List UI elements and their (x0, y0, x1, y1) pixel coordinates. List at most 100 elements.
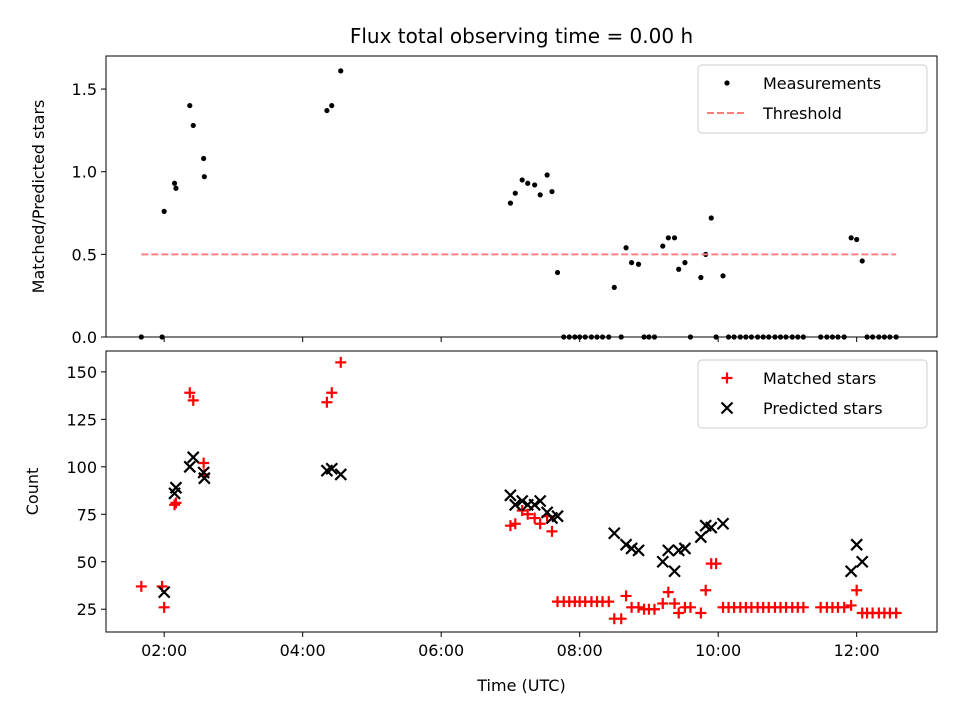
predicted-point (186, 451, 200, 464)
matched-point (509, 518, 521, 530)
predicted-point (656, 555, 670, 569)
measurement-point (760, 334, 766, 340)
matched-point (797, 601, 809, 613)
y-tick-label: 25 (77, 600, 97, 619)
matched-point (546, 525, 558, 537)
matched-point (657, 598, 669, 610)
predicted-point (198, 471, 211, 485)
matched-point (615, 613, 627, 625)
measurement-point (646, 334, 652, 340)
measurement-point (554, 269, 561, 276)
measurement-point (561, 334, 567, 340)
matched-point (135, 580, 147, 592)
measurement-point (532, 182, 538, 188)
matched-point (184, 387, 196, 399)
matched-point (534, 518, 546, 530)
measurement-point (651, 334, 658, 340)
matched-point (695, 607, 707, 619)
x-tick-label: 08:00 (557, 641, 603, 660)
y-tick-label: 1.5 (72, 80, 97, 99)
predicted-point (619, 538, 633, 551)
matched-point (673, 607, 685, 619)
measurement-point (800, 334, 806, 340)
predicted-point (716, 517, 730, 531)
matched-point (158, 601, 170, 613)
matched-point (321, 396, 333, 408)
measurement-point (698, 274, 704, 281)
y-tick-label: 0.0 (72, 328, 97, 347)
predicted-point (608, 526, 621, 540)
measurement-point (519, 177, 525, 183)
predicted-point (632, 544, 645, 557)
measurement-point (772, 334, 778, 340)
measurement-point (606, 334, 612, 340)
matched-point (838, 601, 850, 613)
matched-point (890, 607, 902, 619)
measurement-point (876, 334, 882, 340)
measurement-point (725, 334, 732, 340)
measurement-point (611, 284, 617, 291)
bottom-axes: 25 50 75 100 125 150 02:00 04:00 06:00 08:00 10:00… (66, 350, 938, 660)
measurement-point (594, 334, 600, 340)
y-tick-label: 0.5 (72, 245, 97, 264)
chart-title: Flux total observing time = 0.00 h (350, 24, 693, 48)
predicted-point (183, 460, 197, 474)
matched-point (187, 394, 199, 406)
matched-point (169, 499, 181, 511)
measurement-point (324, 107, 330, 114)
x-tick-label: 10:00 (695, 641, 741, 660)
measurement-point (766, 334, 772, 340)
measurement-point (818, 334, 824, 340)
y-tick-label: 1.0 (72, 163, 97, 182)
bottom-y-axis-label: Count (23, 468, 42, 516)
measurement-point (789, 334, 795, 340)
measurement-point (512, 190, 518, 196)
predicted-point (515, 494, 529, 508)
matched-point (633, 601, 645, 613)
measurement-point (887, 334, 893, 340)
legend-entry: Matched stars (763, 369, 876, 388)
predicted-point (533, 494, 547, 508)
predicted-point (528, 498, 541, 512)
top-axes: 0.0 0.5 1.0 1.5 Measurements Threshold (72, 55, 938, 347)
y-tick-label: 150 (66, 363, 97, 382)
measurement-point (864, 334, 870, 340)
measurement-point (660, 243, 666, 249)
matched-point (845, 599, 857, 611)
y-tick-label: 50 (77, 553, 97, 572)
legend-entry: Threshold (762, 104, 842, 123)
measurement-point (783, 334, 789, 340)
predicted-point (668, 564, 681, 578)
measurement-point (854, 236, 860, 243)
matched-point (648, 603, 660, 615)
measurement-point (338, 68, 344, 74)
measurement-point (881, 334, 887, 340)
measurement-point (187, 102, 193, 109)
matched-point (662, 586, 674, 598)
measurement-point (713, 334, 719, 340)
measurement-point (171, 180, 178, 186)
predicted-point (662, 544, 675, 557)
axes-frame (105, 55, 938, 338)
predicted-point (169, 481, 183, 494)
measurement-point (824, 334, 830, 340)
y-tick-label: 125 (66, 410, 97, 429)
predicted-point (855, 555, 869, 569)
measurement-point (566, 334, 572, 340)
predicted-point (850, 538, 863, 551)
measurement-point (588, 334, 595, 340)
predicted-point (504, 489, 517, 502)
measurement-point (572, 334, 578, 340)
matched-point (326, 387, 338, 399)
matched-point (684, 601, 696, 613)
matched-point (700, 584, 712, 596)
x-tick-label: 04:00 (280, 641, 326, 660)
measurement-point (641, 334, 647, 340)
measurement-point (582, 334, 588, 340)
measurement-point (623, 245, 629, 251)
measurement-point (687, 334, 694, 340)
predicted-point (678, 542, 692, 555)
measurement-point (629, 260, 635, 266)
measurement-point (525, 180, 531, 186)
measurement-point (893, 334, 899, 340)
